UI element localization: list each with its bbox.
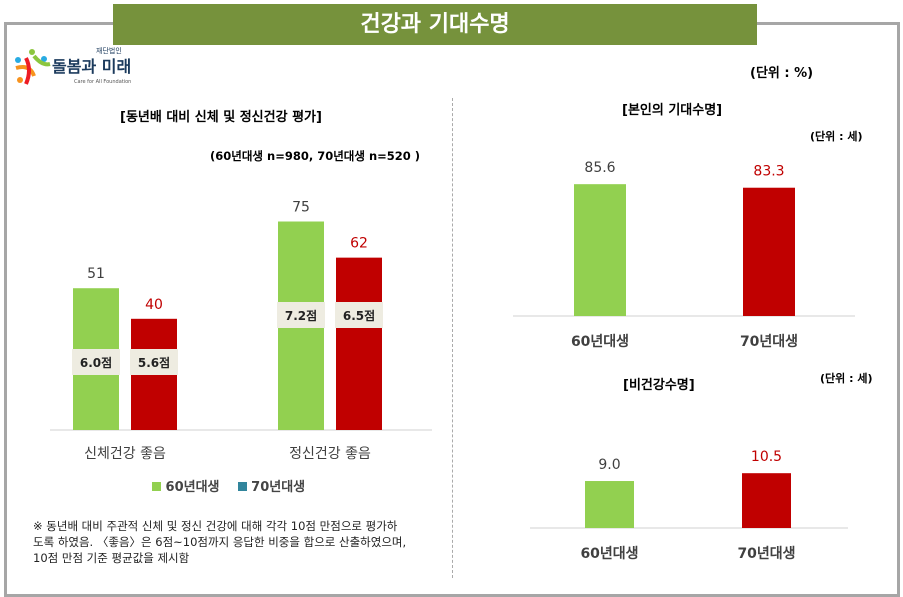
category-label: 60년대생 (571, 334, 629, 350)
right-top-title: [본인의 기대수명] (622, 103, 723, 118)
page-title: 건강과 기대수명 (113, 4, 757, 45)
left-chart-title: [동년배 대비 신체 및 정신건강 평가] (120, 110, 322, 125)
footnote-line: ※ 동년배 대비 주관적 신체 및 정신 건강에 대해 각각 10점 만점으로 … (33, 519, 398, 533)
data-label: 75 (292, 200, 310, 216)
bar (742, 473, 791, 528)
score-label: 6.5점 (343, 308, 375, 323)
logo-sub: 재단법인 (96, 47, 122, 55)
data-label: 51 (87, 266, 105, 282)
footnote: ※ 동년배 대비 주관적 신체 및 정신 건강에 대해 각각 10점 만점으로 … (33, 518, 406, 566)
category-label: 70년대생 (737, 546, 795, 562)
legend-swatch-70 (237, 482, 247, 491)
legend-label-60: 60년대생 (165, 480, 220, 495)
legend-swatch-60 (152, 482, 161, 491)
category-label: 70년대생 (740, 334, 798, 350)
category-label: 신체건강 좋음 (84, 446, 166, 462)
right-top-unit: (단위 : 세) (810, 130, 863, 143)
category-label: 60년대생 (580, 546, 638, 562)
logo: 재단법인 돌봄과 미래 Care for All Foundation (12, 46, 142, 94)
bar (743, 187, 795, 316)
score-box (277, 302, 325, 328)
data-label: 83.3 (753, 164, 784, 180)
footnote-line: 도록 하였음. 〈좋음〉은 6점~10점까지 응답한 비중을 합으로 산출하였으… (33, 535, 407, 549)
footnote-line: 10점 만점 기준 평균값을 제시함 (33, 551, 190, 565)
data-label: 62 (350, 236, 368, 252)
legend: 60년대생 70년대생 (152, 480, 305, 496)
legend-label-70: 70년대생 (251, 480, 306, 495)
data-label: 10.5 (751, 449, 782, 465)
left-chart-subtitle: (60년대생 n=980, 70년대생 n=520 ) (210, 149, 421, 163)
data-label: 9.0 (598, 457, 620, 473)
logo-mark-icon (15, 49, 51, 85)
bar (574, 184, 626, 316)
score-box (130, 349, 178, 375)
logo-text: 돌봄과 미래 (52, 57, 132, 76)
divider (452, 98, 453, 578)
unit-main: (단위 : %) (750, 66, 814, 81)
score-box (335, 302, 383, 328)
logo-en: Care for All Foundation (74, 79, 132, 85)
category-label: 정신건강 좋음 (289, 446, 371, 462)
right-bottom-title: [비건강수명] (623, 378, 695, 393)
score-label: 5.6점 (138, 355, 170, 370)
data-label: 85.6 (584, 160, 615, 176)
data-label: 40 (145, 297, 163, 313)
score-label: 7.2점 (285, 308, 317, 323)
score-box (72, 349, 120, 375)
right-bottom-unit: (단위 : 세) (820, 372, 873, 385)
bar (336, 257, 382, 430)
bar (585, 481, 634, 528)
score-label: 6.0점 (80, 355, 112, 370)
